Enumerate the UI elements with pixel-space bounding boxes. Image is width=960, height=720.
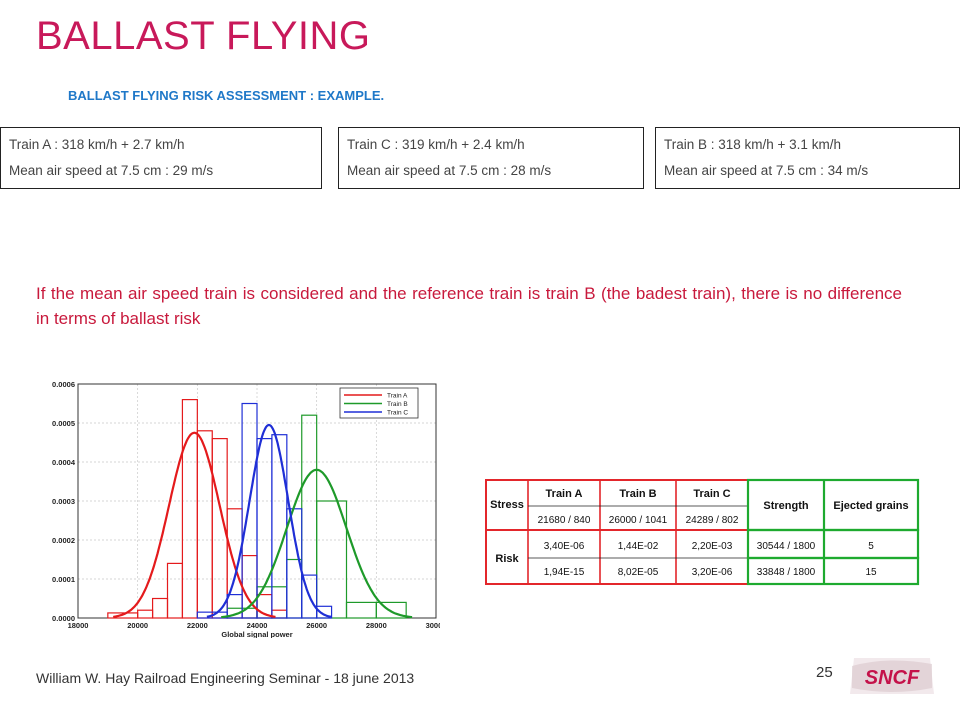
histogram-svg: 0.0000 0.0001 0.0002 0.0003 0.0004 0.0005 0.00… — [52, 380, 446, 639]
histogram-bar — [375, 601, 407, 619]
x-tick-label: 20000 — [127, 621, 148, 630]
y-tick-label: 0.0002 — [52, 536, 75, 545]
histogram-bar — [256, 437, 273, 619]
train-a-speed: Train A : 318 km/h + 2.7 km/h — [9, 137, 185, 152]
train-c-speed: Train C : 319 km/h + 2.4 km/h — [347, 137, 525, 152]
stress-value: 24289 / 802 — [686, 515, 739, 526]
risk-value-train-a: 1,94E-15 — [544, 567, 585, 578]
ejected-grains-value: 15 — [865, 567, 877, 578]
train-b-header: Train B — [619, 488, 656, 500]
risk-table-svg: Stress Train A Train B Train C Strength Eject… — [485, 478, 920, 586]
y-tick-label: 0.0001 — [52, 575, 75, 584]
sncf-logo-icon: SNCF — [850, 658, 934, 694]
ejected-grains-header: Ejected grains — [833, 500, 908, 512]
histogram-bar — [137, 609, 154, 619]
y-tick-label: 0.0006 — [52, 380, 75, 389]
stress-header: Stress — [490, 499, 524, 511]
x-axis-label: Global signal power — [221, 630, 292, 638]
strength-value: 30544 / 1800 — [757, 541, 816, 552]
slide-title: BALLAST FLYING — [36, 14, 371, 58]
legend-label: Train A — [387, 393, 408, 400]
slide-subtitle: BALLAST FLYING RISK ASSESSMENT : EXAMPLE… — [68, 88, 385, 103]
train-a-air-speed: Mean air speed at 7.5 cm : 29 m/s — [9, 163, 214, 178]
x-tick-label: 30000 — [426, 621, 440, 630]
histogram-bar — [316, 500, 348, 619]
x-tick-label: 24000 — [247, 621, 268, 630]
histogram-bar — [286, 558, 303, 619]
conclusion-statement: If the mean air speed train is considere… — [36, 284, 902, 328]
fitted-curve — [221, 468, 413, 619]
y-tick-label: 0.0004 — [52, 458, 76, 467]
page-number: 25 — [816, 664, 833, 681]
ejected-grains-value: 5 — [868, 541, 874, 552]
histogram-bar — [151, 597, 169, 619]
legend-label: Train C — [387, 410, 408, 417]
risk-value-train-b: 8,02E-05 — [618, 567, 659, 578]
histogram-bar — [301, 414, 318, 619]
train-b-speed: Train B : 318 km/h + 3.1 km/h — [664, 137, 841, 152]
histogram-bar — [301, 574, 318, 619]
x-tick-label: 26000 — [306, 621, 327, 630]
train-a-header: Train A — [546, 488, 583, 500]
train-b-air-speed: Mean air speed at 7.5 cm : 34 m/s — [664, 163, 869, 178]
train-b-box: Train B : 318 km/h + 3.1 km/h Mean air s… — [655, 127, 960, 189]
footer-text: William W. Hay Railroad Engineering Semi… — [36, 670, 415, 686]
risk-value-train-c: 2,20E-03 — [692, 541, 733, 552]
histogram-bar — [241, 402, 258, 619]
risk-value-train-c: 3,20E-06 — [692, 567, 733, 578]
histogram-bar — [316, 605, 333, 619]
fitted-curve — [206, 423, 332, 618]
train-c-box: Train C : 319 km/h + 2.4 km/h Mean air s… — [338, 127, 644, 189]
fitted-curve — [113, 431, 276, 618]
sncf-logo: SNCF — [848, 656, 936, 696]
risk-value-train-b: 1,44E-02 — [618, 541, 659, 552]
x-tick-label: 18000 — [68, 621, 89, 630]
strength-value: 33848 / 1800 — [757, 567, 816, 578]
x-tick-label: 22000 — [187, 621, 208, 630]
risk-table: Stress Train A Train B Train C Strength Eject… — [484, 478, 922, 588]
stress-value: 21680 / 840 — [538, 515, 591, 526]
y-tick-label: 0.0000 — [52, 614, 75, 623]
y-tick-label: 0.0005 — [52, 419, 75, 428]
risk-label: Risk — [495, 553, 519, 565]
sncf-logo-text: SNCF — [865, 667, 920, 689]
table-green-row2-frame — [746, 556, 920, 586]
histogram-chart: 0.0000 0.0001 0.0002 0.0003 0.0004 0.0005 0.00… — [40, 374, 446, 639]
strength-header: Strength — [763, 500, 809, 512]
risk-value-train-a: 3,40E-06 — [544, 541, 585, 552]
x-tick-label: 28000 — [366, 621, 387, 630]
train-c-header: Train C — [693, 488, 730, 500]
train-c-air-speed: Mean air speed at 7.5 cm : 28 m/s — [347, 163, 552, 178]
train-a-box: Train A : 318 km/h + 2.7 km/h Mean air s… — [0, 127, 322, 189]
histogram-bar — [345, 601, 377, 619]
stress-value: 26000 / 1041 — [609, 515, 668, 526]
legend-label: Train B — [387, 401, 408, 408]
y-tick-label: 0.0003 — [52, 497, 75, 506]
histogram-bar — [196, 430, 213, 619]
histogram-bar — [166, 562, 184, 619]
